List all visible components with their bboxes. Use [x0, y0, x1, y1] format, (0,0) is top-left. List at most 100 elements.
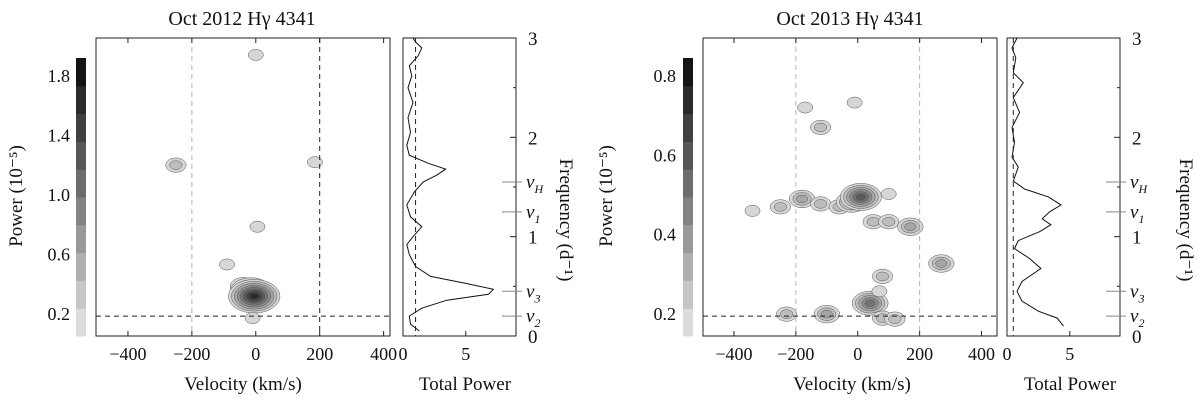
total-power-label: Total Power [1024, 374, 1117, 395]
frequency-tick-label: 1 [1132, 228, 1142, 249]
colorbar-swatches [683, 58, 693, 337]
total-power-tick-label: 5 [1065, 344, 1074, 364]
colorbar-swatch [76, 308, 86, 337]
x-tick-label: 0 [853, 344, 862, 364]
contour-level [249, 292, 260, 300]
colorbar-swatch [683, 224, 693, 254]
frequency-mark-label: ν1 [526, 202, 540, 226]
colorbar-swatches [76, 58, 86, 337]
blobs [165, 49, 323, 324]
frequency-mark-label: ν2 [1130, 306, 1144, 330]
colorbar-swatch [683, 113, 693, 142]
contour-level [820, 309, 833, 319]
dynamic-spectrum-panel: −400 −200 0 200 400 Velocity (km/s) [702, 37, 998, 395]
contour-blob [878, 214, 900, 230]
total-power-tick-label: 0 [1003, 344, 1012, 364]
contour-level [864, 299, 876, 307]
power-axis-label: Power (10⁻⁵) [6, 145, 27, 247]
contour-blob [862, 214, 884, 230]
x-tick-label: −200 [777, 344, 814, 364]
colorbar-swatch [683, 58, 693, 87]
contour-level [880, 188, 897, 200]
chart-2013: Oct 2013 Hγ 4341 0.2 0.4 0.6 0.8 Power (10⁻… [596, 8, 1196, 395]
contour-level [888, 314, 902, 324]
x-axis-ticks: −400 −200 0 200 400 [109, 38, 397, 364]
chart-title: Oct 2012 Hγ 4341 [168, 8, 315, 30]
x-tick-label: −400 [715, 344, 752, 364]
colorbar-swatch [683, 141, 693, 170]
frequency-ticks: 0 1 2 3 [1114, 29, 1142, 348]
colorbar-tick-label: 0.2 [654, 304, 677, 324]
contour-level [773, 202, 787, 212]
reference-lines [96, 38, 390, 336]
contour-blob [247, 49, 264, 61]
plot-frame [702, 37, 998, 337]
dynamic-spectrum-panel: −400 −200 0 200 400 Velocity (km/s) [95, 37, 397, 395]
contour-level [846, 96, 863, 109]
contour-blob [884, 311, 906, 327]
contour-level [219, 258, 235, 271]
contour-blob [839, 183, 882, 211]
frequency-tick-label: 2 [1132, 128, 1142, 149]
contour-blob [880, 188, 897, 200]
colorbar-swatch [76, 141, 86, 170]
frequency-tick-label: 1 [528, 228, 538, 249]
colorbar-swatch [76, 113, 86, 142]
total-power-label: Total Power [419, 374, 512, 395]
total-power-tick-label: 0 [399, 344, 408, 364]
frequency-mark-label: νH [1130, 172, 1148, 196]
frequency-mark-label: ν3 [1130, 281, 1144, 305]
x-axis-ticks: −400 −200 0 200 400 [715, 38, 995, 364]
frequency-tick-label: 3 [528, 29, 538, 50]
colorbar-swatch [76, 197, 86, 226]
contour-level [169, 160, 183, 170]
contour-blob [872, 268, 893, 284]
x-tick-label: −400 [109, 344, 146, 364]
frequency-tick-label: 3 [1132, 29, 1142, 50]
colorbar-tick-label: 1.0 [48, 185, 71, 205]
frequency-mark-label: ν1 [1130, 202, 1144, 226]
contour-level [797, 101, 813, 114]
total-power-curve-group [1011, 37, 1064, 336]
contour-blob [769, 199, 791, 215]
colorbar-swatch [76, 85, 86, 115]
total-power-curve-group [406, 37, 495, 336]
colorbar-swatch [683, 197, 693, 226]
x-tick-label: 200 [906, 344, 933, 364]
contour-blob [249, 220, 266, 233]
total-power-curve [1011, 37, 1064, 327]
total-power-curve [406, 37, 495, 332]
chart-2012: Oct 2012 Hγ 4341 0.2 0.6 1.0 1.4 1.8 Power (… [6, 8, 576, 395]
x-tick-label: 0 [251, 344, 260, 364]
contour-blob [928, 254, 955, 273]
frequency-mark-label: νH [526, 172, 544, 196]
colorbar-swatch [683, 308, 693, 337]
colorbar-tick-label: 0.6 [654, 145, 677, 165]
contour-blob [813, 305, 840, 324]
contour-level [871, 285, 888, 298]
contour-blob [871, 285, 888, 298]
colorbar: 0.2 0.6 1.0 1.4 1.8 Power (10⁻⁵) [6, 58, 86, 337]
colorbar-tick-labels: 0.2 0.6 1.0 1.4 1.8 [48, 66, 71, 324]
colorbar-tick-label: 0.4 [654, 225, 677, 245]
contour-blob [797, 101, 813, 114]
power-axis-label: Power (10⁻⁵) [596, 145, 617, 247]
reference-lines [703, 38, 997, 336]
colorbar-tick-label: 1.4 [48, 126, 71, 146]
contour-level [249, 220, 266, 233]
colorbar-swatch [76, 58, 86, 87]
plot-frame [95, 37, 391, 337]
contour-blob [810, 196, 832, 212]
frequency-mark-label: ν3 [526, 281, 540, 305]
contour-level [247, 49, 264, 61]
total-power-frame [402, 37, 517, 337]
frequency-ticks: 0 1 2 3 [510, 29, 538, 348]
x-tick-label: 200 [306, 344, 333, 364]
colorbar-swatch [683, 280, 693, 309]
